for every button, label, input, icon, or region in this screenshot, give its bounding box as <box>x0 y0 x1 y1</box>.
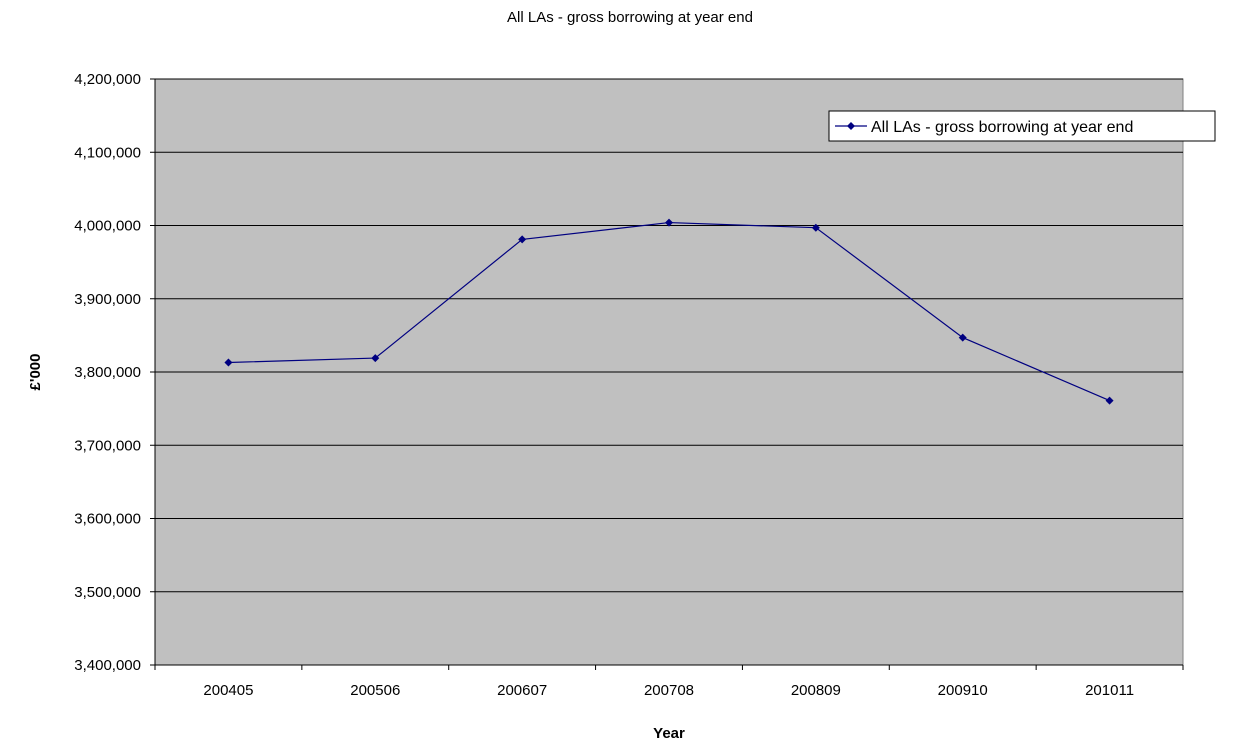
x-axis-title: Year <box>653 725 685 742</box>
legend-marker-sample <box>847 122 855 130</box>
data-point-marker <box>665 218 673 227</box>
x-tick-label: 200405 <box>203 682 253 699</box>
y-tick-label: 3,900,000 <box>74 291 141 308</box>
data-point-marker <box>958 333 967 342</box>
x-tick-label: 200607 <box>497 682 547 699</box>
y-tick-label: 4,000,000 <box>74 218 141 235</box>
x-tick-label: 200910 <box>938 682 988 699</box>
legend: All LAs - gross borrowing at year end <box>828 110 1216 142</box>
data-point-marker <box>371 354 380 363</box>
data-point-marker <box>811 223 820 232</box>
x-tick-label: 200708 <box>644 682 694 699</box>
y-tick-label: 3,600,000 <box>74 511 141 528</box>
x-tick-label: 201011 <box>1085 682 1134 699</box>
y-tick-label: 3,800,000 <box>74 364 141 381</box>
x-tick-label: 200506 <box>350 682 400 699</box>
y-tick-label: 3,500,000 <box>74 584 141 601</box>
data-point-marker <box>1105 396 1114 405</box>
y-tick-label: 3,400,000 <box>74 657 141 674</box>
x-axis: 200405 200506 200607 200708 200809 200910 2010… <box>154 664 1184 699</box>
legend-box <box>828 110 1216 142</box>
series-layer <box>224 218 1114 405</box>
y-axis: 3,400,000 3,500,000 3,600,000 3,700,000 3,80… <box>74 71 156 674</box>
y-tick-label: 4,200,000 <box>74 71 141 88</box>
data-point-marker <box>518 235 527 244</box>
data-point-marker <box>224 358 233 367</box>
legend-series-label: All LAs - gross borrowing at year end <box>871 119 1133 136</box>
x-tick-label: 200809 <box>791 682 841 699</box>
chart-title: All LAs - gross borrowing at year end <box>507 9 753 26</box>
y-tick-label: 4,100,000 <box>74 144 141 161</box>
y-axis-title: £'000 <box>27 354 44 391</box>
y-tick-label: 3,700,000 <box>74 437 141 454</box>
